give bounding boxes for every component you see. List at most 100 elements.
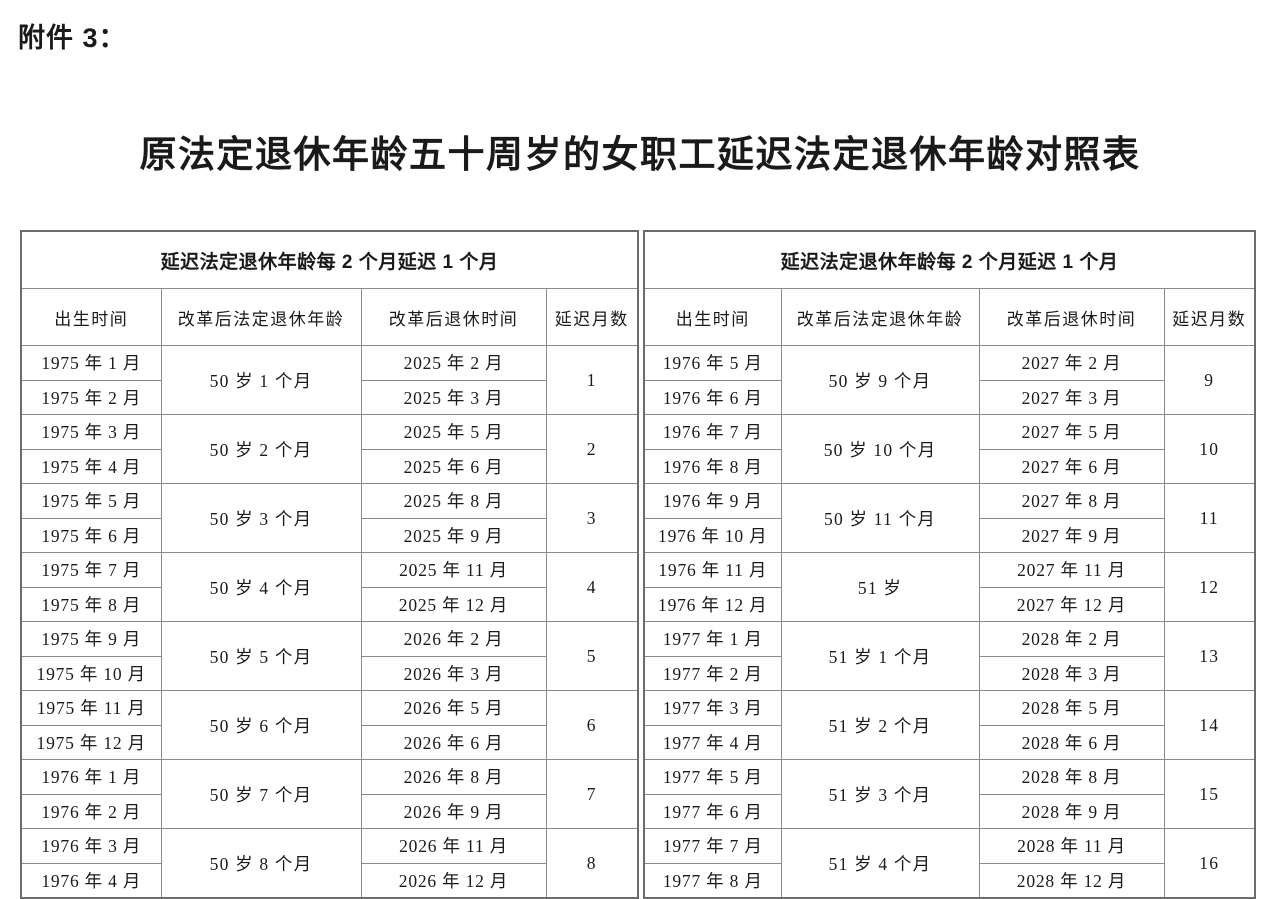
cell-retirement-date: 2027 年 5 月 — [978, 414, 1165, 450]
cell-birth-date: 1975 年 2 月 — [20, 379, 162, 415]
cell-birth-date: 1977 年 7 月 — [643, 828, 782, 864]
column-header-row: 出生时间 改革后法定退休年龄 改革后退休时间 延迟月数 — [643, 288, 1256, 346]
column-header-row: 出生时间 改革后法定退休年龄 改革后退休时间 延迟月数 — [20, 288, 639, 346]
cell-retirement-age: 50 岁 2 个月 — [160, 414, 362, 484]
attachment-label: 附件 3： — [18, 23, 127, 53]
page-title: 原法定退休年龄五十周岁的女职工延迟法定退休年龄对照表 — [139, 134, 1141, 175]
column-header-months: 延迟月数 — [1163, 288, 1256, 346]
cell-delay-months: 5 — [545, 621, 639, 691]
table-row: 1977 年 2 月 2028 年 3 月 — [643, 655, 1255, 691]
table-row: 1975 年 10 月 2026 年 3 月 — [20, 655, 638, 691]
cell-birth-date: 1975 年 10 月 — [20, 655, 162, 691]
cell-birth-date: 1976 年 11 月 — [643, 552, 782, 588]
cell-birth-date: 1975 年 7 月 — [20, 552, 162, 588]
cell-retirement-date: 2026 年 3 月 — [360, 655, 547, 691]
column-header-date: 改革后退休时间 — [360, 288, 547, 346]
column-header-age: 改革后法定退休年龄 — [780, 288, 980, 346]
table-row: 1976 年 12 月 2027 年 12 月 — [643, 586, 1255, 622]
table-row: 1975 年 8 月 2025 年 12 月 — [20, 586, 638, 622]
table-row: 1975 年 6 月 2025 年 9 月 — [20, 517, 638, 553]
cell-retirement-age: 51 岁 2 个月 — [780, 690, 980, 760]
cell-birth-date: 1977 年 5 月 — [643, 759, 782, 795]
cell-retirement-age: 51 岁 4 个月 — [780, 828, 980, 899]
table-row: 1976 年 4 月 2026 年 12 月 — [20, 862, 638, 899]
table-row: 1976 年 10 月 2027 年 9 月 — [643, 517, 1255, 553]
table-row: 1977 年 1 月 51 岁 1 个月 2028 年 2 月 13 — [643, 621, 1256, 691]
cell-retirement-date: 2027 年 3 月 — [978, 379, 1165, 415]
cell-retirement-date: 2025 年 11 月 — [360, 552, 547, 588]
cell-birth-date: 1975 年 8 月 — [20, 586, 162, 622]
cell-retirement-date: 2027 年 12 月 — [978, 586, 1165, 622]
cell-birth-date: 1975 年 11 月 — [20, 690, 162, 726]
cell-delay-months: 15 — [1163, 759, 1256, 829]
cell-delay-months: 8 — [545, 828, 639, 899]
cell-delay-months: 13 — [1163, 621, 1256, 691]
cell-birth-date: 1976 年 9 月 — [643, 483, 782, 519]
cell-retirement-date: 2027 年 8 月 — [978, 483, 1165, 519]
cell-retirement-date: 2025 年 5 月 — [360, 414, 547, 450]
cell-delay-months: 11 — [1163, 483, 1256, 553]
cell-retirement-age: 50 岁 7 个月 — [160, 759, 362, 829]
table-row: 1977 年 3 月 51 岁 2 个月 2028 年 5 月 14 — [643, 690, 1256, 760]
table-row: 1977 年 4 月 2028 年 6 月 — [643, 724, 1255, 760]
cell-retirement-date: 2028 年 2 月 — [978, 621, 1165, 657]
cell-delay-months: 7 — [545, 759, 639, 829]
cell-retirement-date: 2028 年 6 月 — [978, 724, 1165, 760]
cell-retirement-age: 50 岁 3 个月 — [160, 483, 362, 553]
cell-birth-date: 1975 年 3 月 — [20, 414, 162, 450]
cell-delay-months: 4 — [545, 552, 639, 622]
cell-birth-date: 1975 年 9 月 — [20, 621, 162, 657]
cell-retirement-date: 2028 年 11 月 — [978, 828, 1165, 864]
cell-retirement-date: 2026 年 12 月 — [360, 862, 547, 899]
cell-retirement-age: 50 岁 5 个月 — [160, 621, 362, 691]
cell-retirement-age: 51 岁 — [780, 552, 980, 622]
column-header-birth: 出生时间 — [20, 288, 162, 346]
cell-retirement-date: 2028 年 12 月 — [978, 862, 1165, 899]
cell-birth-date: 1976 年 3 月 — [20, 828, 162, 864]
cell-birth-date: 1975 年 4 月 — [20, 448, 162, 484]
cell-birth-date: 1976 年 5 月 — [643, 345, 782, 381]
table-row: 1976 年 2 月 2026 年 9 月 — [20, 793, 638, 829]
cell-birth-date: 1975 年 12 月 — [20, 724, 162, 760]
cell-retirement-date: 2025 年 12 月 — [360, 586, 547, 622]
table-row: 1976 年 7 月 50 岁 10 个月 2027 年 5 月 10 — [643, 414, 1256, 484]
cell-retirement-age: 50 岁 8 个月 — [160, 828, 362, 899]
group-title-row: 延迟法定退休年龄每 2 个月延迟 1 个月 — [20, 230, 639, 289]
cell-retirement-date: 2025 年 9 月 — [360, 517, 547, 553]
table-row: 1976 年 8 月 2027 年 6 月 — [643, 448, 1255, 484]
cell-delay-months: 3 — [545, 483, 639, 553]
cell-retirement-date: 2028 年 9 月 — [978, 793, 1165, 829]
retirement-schedule-table-right: 延迟法定退休年龄每 2 个月延迟 1 个月 出生时间 改革后法定退休年龄 改革后… — [643, 230, 1256, 899]
cell-birth-date: 1977 年 4 月 — [643, 724, 782, 760]
cell-retirement-age: 51 岁 3 个月 — [780, 759, 980, 829]
cell-retirement-age: 50 岁 1 个月 — [160, 345, 362, 415]
table-row: 1977 年 6 月 2028 年 9 月 — [643, 793, 1255, 829]
cell-retirement-age: 50 岁 11 个月 — [780, 483, 980, 553]
cell-retirement-date: 2027 年 9 月 — [978, 517, 1165, 553]
cell-retirement-date: 2027 年 2 月 — [978, 345, 1165, 381]
table-head-right: 延迟法定退休年龄每 2 个月延迟 1 个月 出生时间 改革后法定退休年龄 改革后… — [643, 230, 1256, 346]
cell-birth-date: 1976 年 12 月 — [643, 586, 782, 622]
cell-birth-date: 1976 年 7 月 — [643, 414, 782, 450]
cell-retirement-date: 2026 年 2 月 — [360, 621, 547, 657]
table-head-left: 延迟法定退休年龄每 2 个月延迟 1 个月 出生时间 改革后法定退休年龄 改革后… — [20, 230, 639, 346]
column-header-birth: 出生时间 — [643, 288, 782, 346]
cell-birth-date: 1977 年 8 月 — [643, 862, 782, 899]
cell-birth-date: 1976 年 10 月 — [643, 517, 782, 553]
group-title-row: 延迟法定退休年龄每 2 个月延迟 1 个月 — [643, 230, 1256, 289]
group-title-cell: 延迟法定退休年龄每 2 个月延迟 1 个月 — [20, 230, 639, 289]
cell-retirement-age: 50 岁 6 个月 — [160, 690, 362, 760]
column-header-months: 延迟月数 — [545, 288, 639, 346]
cell-birth-date: 1976 年 2 月 — [20, 793, 162, 829]
table-body-right: 1976 年 5 月 50 岁 9 个月 2027 年 2 月 9 1976 年 6 月… — [643, 345, 1256, 899]
table-row: 1976 年 6 月 2027 年 3 月 — [643, 379, 1255, 415]
cell-delay-months: 6 — [545, 690, 639, 760]
